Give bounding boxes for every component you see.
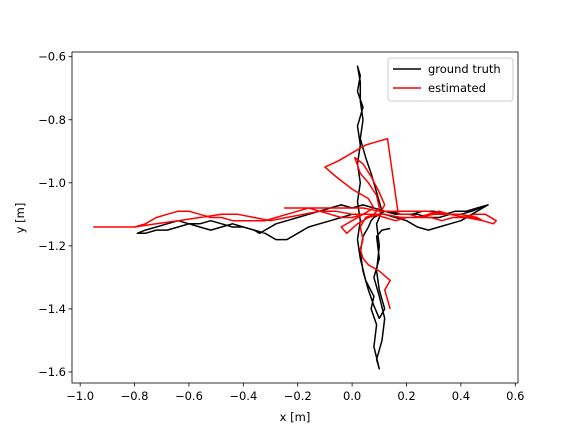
y-axis-label: y [m] (13, 203, 27, 234)
y-tick-label: −1.4 (38, 302, 66, 316)
x-tick-label: −0.2 (284, 389, 312, 403)
x-tick-label: −1.0 (66, 389, 94, 403)
x-tick-label: −0.8 (121, 389, 149, 403)
legend-label-ground-truth: ground truth (428, 62, 501, 76)
x-tick-label: 0.0 (343, 389, 361, 403)
y-tick-label: −1.0 (38, 176, 66, 190)
ticks-layer: −1.0 −0.8 −0.6 −0.4 −0.2 0.0 0.2 0.4 0.6 −1.6 −1.4… (38, 50, 524, 403)
x-tick-label: 0.6 (506, 389, 524, 403)
x-tick-label: −0.4 (229, 389, 257, 403)
x-tick-label: 0.4 (452, 389, 470, 403)
y-tick-label: −0.8 (38, 113, 66, 127)
axes-frame (71, 51, 519, 384)
x-axis-label: x [m] (280, 410, 311, 424)
x-tick-label: −0.6 (175, 389, 203, 403)
legend: ground truth estimated (387, 57, 514, 102)
series-line-estimated (93, 137, 497, 310)
y-tick-label: −1.6 (38, 365, 66, 379)
legend-label-estimated: estimated (428, 81, 486, 95)
y-tick-label: −0.6 (38, 50, 66, 64)
series-layer (93, 65, 497, 370)
x-tick-label: 0.2 (397, 389, 415, 403)
y-tick-label: −1.2 (38, 239, 66, 253)
